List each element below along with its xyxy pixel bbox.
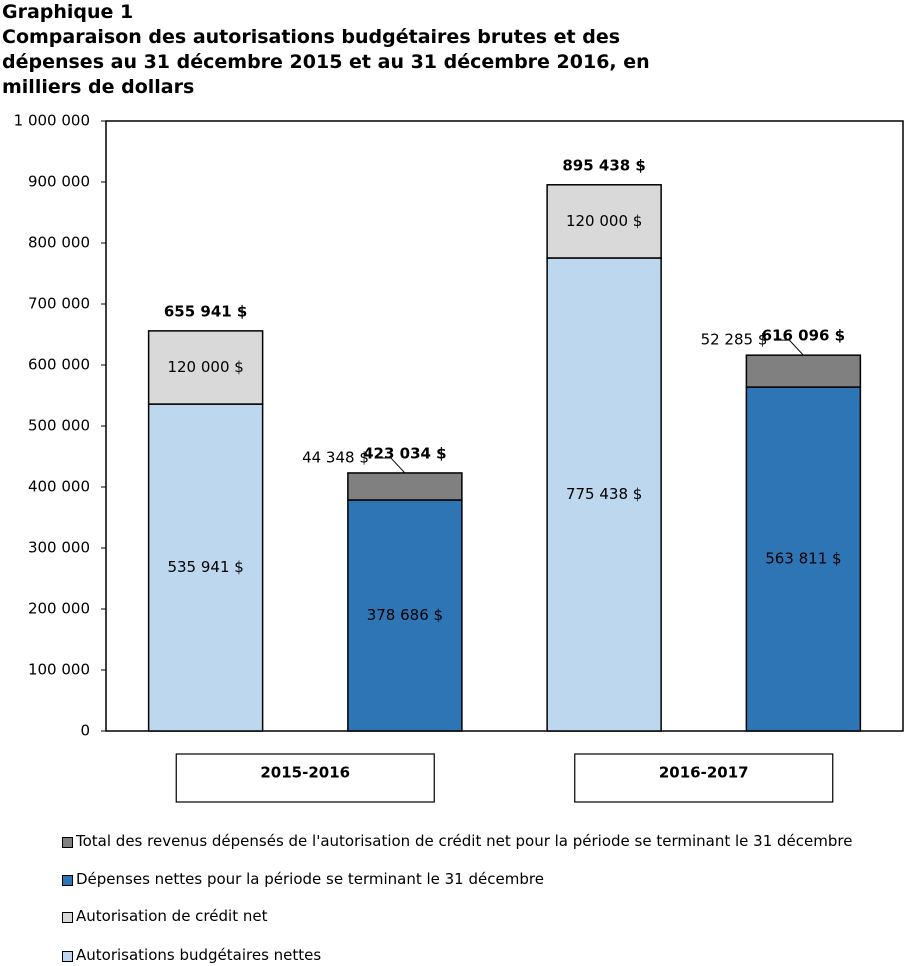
titles: Graphique 1 Comparaison des autorisation… (2, 0, 692, 100)
value-label: 775 438 $ (566, 485, 642, 503)
value-label: 44 348 $ (302, 448, 369, 466)
total-label: 616 096 $ (762, 327, 846, 345)
group-box (574, 753, 834, 803)
value-label: 535 941 $ (167, 558, 243, 576)
value-label: 120 000 $ (566, 212, 642, 230)
legend-swatch (62, 951, 73, 962)
chart-title: Graphique 1 (2, 1, 134, 23)
y-tick-label: 400 000 (28, 478, 90, 496)
total-label: 423 034 $ (363, 444, 447, 462)
legend-swatch (62, 837, 73, 848)
bar-segment (347, 499, 463, 732)
group-label: 2015-2016 (260, 764, 350, 782)
legend-swatch (62, 875, 73, 886)
y-tick-label: 300 000 (28, 539, 90, 557)
y-tick-label: 500 000 (28, 417, 90, 435)
group-box (175, 753, 435, 803)
y-tick-label: 600 000 (28, 356, 90, 374)
y-tick-label: 1 000 000 (14, 112, 90, 130)
leader-line (375, 457, 406, 474)
chart-subtitle: Comparaison des autorisations budgétaire… (2, 26, 650, 98)
legend-item: Autorisation de crédit net (62, 907, 267, 926)
y-tick-label: 700 000 (28, 295, 90, 313)
total-label: 655 941 $ (164, 302, 248, 320)
y-tick-label: 100 000 (28, 661, 90, 679)
leader-line (774, 339, 804, 356)
legend-label: Total des revenus dépensés de l'autorisa… (76, 832, 853, 850)
legend-label: Autorisations budgétaires nettes (76, 946, 322, 964)
legend-item: Total des revenus dépensés de l'autorisa… (62, 832, 852, 851)
legend-label: Autorisation de crédit net (76, 907, 268, 925)
total-label: 895 438 $ (562, 156, 646, 174)
y-tick-label: 800 000 (28, 234, 90, 252)
legend-swatch (62, 912, 73, 923)
group-label: 2016-2017 (659, 764, 749, 782)
bar-segment (347, 472, 463, 501)
value-label: 120 000 $ (167, 358, 243, 376)
legend-item: Dépenses nettes pour la période se termi… (62, 870, 544, 889)
legend-label: Dépenses nettes pour la période se termi… (76, 870, 544, 888)
bar-segment (147, 330, 264, 405)
legend-item: Autorisations budgétaires nettes (62, 946, 321, 965)
y-tick-label: 200 000 (28, 600, 90, 618)
bar-segment (147, 403, 264, 732)
y-tick-label: 0 (80, 722, 90, 740)
bar-segment (745, 354, 862, 388)
value-label: 378 686 $ (367, 606, 443, 624)
bar-segment (546, 184, 662, 259)
value-label: 563 811 $ (765, 550, 841, 568)
y-tick-label: 900 000 (28, 173, 90, 191)
bar-segment (546, 257, 662, 732)
value-label: 52 285 $ (701, 331, 768, 349)
